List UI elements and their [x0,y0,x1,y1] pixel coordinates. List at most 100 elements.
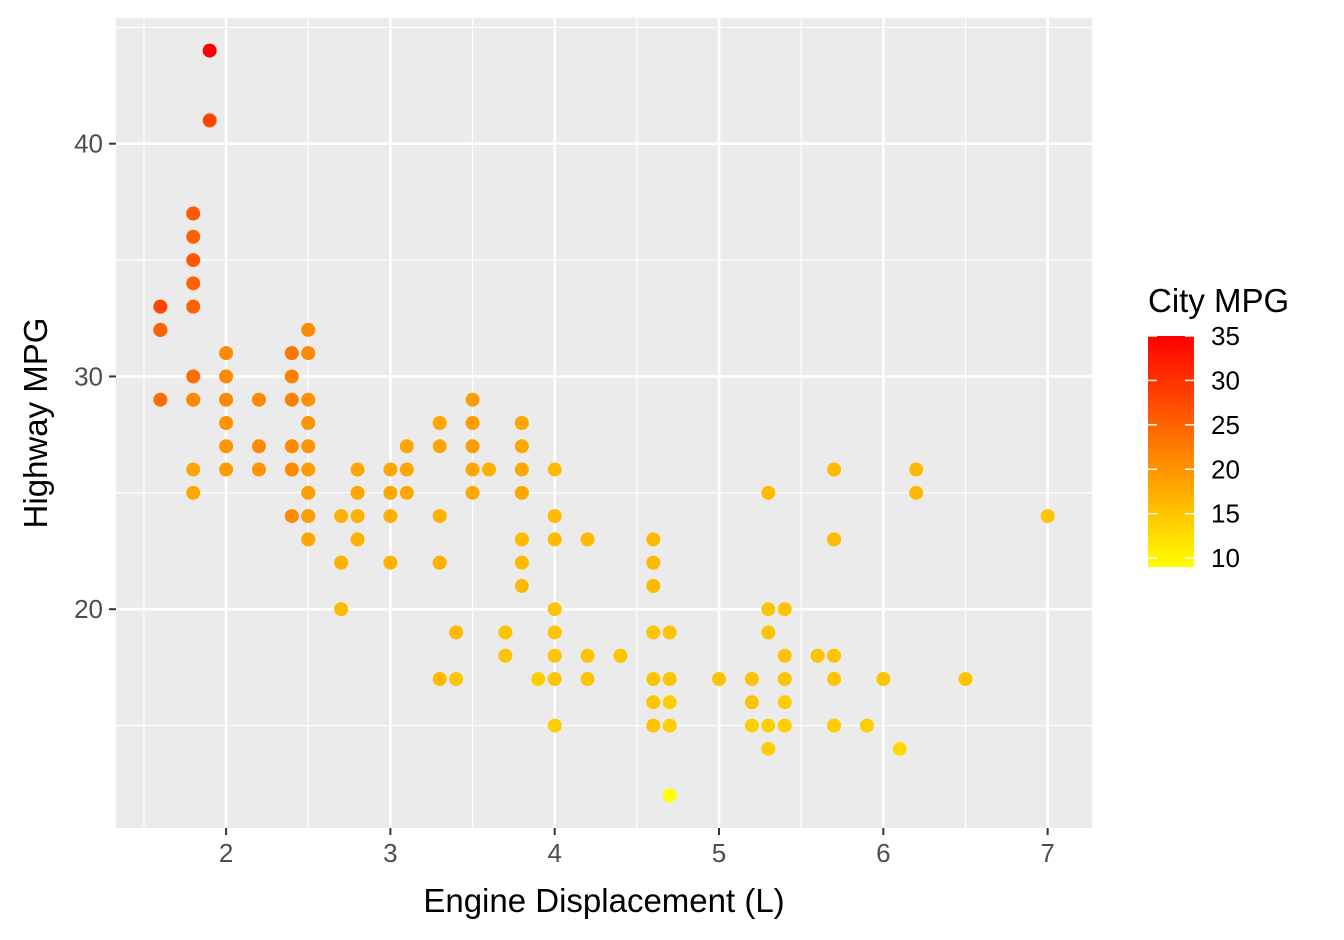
data-point [432,439,447,454]
data-point [646,555,661,570]
data-point [859,718,874,733]
data-point [662,625,677,640]
major-gridlines [116,18,1092,828]
colorbar-tick-label: 15 [1211,499,1240,529]
data-point [219,416,234,430]
data-point [827,672,842,687]
minor-gridlines [116,18,1092,828]
data-point [547,718,562,733]
data-point [777,648,792,663]
data-point [481,462,496,477]
data-point [465,416,480,430]
data-point [613,648,628,663]
data-point [777,695,792,710]
y-axis: 20 30 40 [74,129,116,624]
data-point [350,462,365,477]
data-point [827,462,842,477]
y-tick-label: 30 [74,361,103,391]
data-point [761,718,776,733]
data-point [186,485,201,500]
x-tick-label: 7 [1040,838,1054,868]
data-point [251,462,266,477]
data-point [514,578,529,593]
data-point [383,462,398,477]
data-point [580,672,595,687]
data-point [284,392,299,407]
data-point [514,439,529,454]
colorbar-tick-label: 25 [1211,410,1240,440]
data-point [761,485,776,500]
data-point [646,718,661,733]
colorbar-tick-label: 30 [1211,365,1240,395]
x-tick-label: 2 [219,838,233,868]
colorbar-tick-label: 35 [1211,321,1240,351]
data-point [744,718,759,733]
data-point [547,672,562,687]
data-point [186,206,201,221]
data-point [465,439,480,454]
data-point [334,509,349,524]
data-point [284,462,299,477]
data-point [301,439,316,454]
colorbar [1148,336,1194,567]
data-point [449,625,464,640]
data-point [219,462,234,477]
data-point [153,299,168,314]
data-point [547,532,562,547]
y-tick-label: 20 [74,594,103,624]
data-point [153,392,168,407]
data-point [186,276,201,291]
data-point [761,602,776,617]
colorbar-tick-label: 10 [1211,543,1240,573]
data-point [876,672,891,687]
data-point [301,392,316,407]
data-point [301,416,316,430]
data-point [547,625,562,640]
colorbar-tick-label: 20 [1211,454,1240,484]
data-point [712,672,727,687]
data-point [399,439,414,454]
data-point [810,648,825,663]
legend: City MPG 10 15 20 25 30 35 [1148,282,1289,573]
data-point [662,672,677,687]
data-point [498,625,513,640]
data-point [547,602,562,617]
data-point [334,555,349,570]
data-point [350,532,365,547]
data-point [580,532,595,547]
data-point [1040,509,1055,524]
x-tick-label: 6 [876,838,890,868]
data-point [465,392,480,407]
data-point [219,346,234,361]
data-point [827,648,842,663]
data-point [284,439,299,454]
data-point [399,485,414,500]
data-point [777,718,792,733]
data-point [301,346,316,361]
x-tick-label: 4 [547,838,561,868]
data-point [432,672,447,687]
data-point [777,602,792,617]
data-point [777,672,792,687]
plot-panel [116,18,1092,828]
data-point [284,369,299,384]
data-point [432,416,447,430]
data-point [219,369,234,384]
y-tick-label: 40 [74,129,103,159]
data-point [514,532,529,547]
data-point [662,695,677,710]
data-point [219,392,234,407]
data-point [465,462,480,477]
data-point [646,672,661,687]
data-point [301,532,316,547]
x-tick-label: 5 [712,838,726,868]
data-point [744,672,759,687]
data-point [350,485,365,500]
data-point [498,648,513,663]
data-point [383,485,398,500]
data-point [383,555,398,570]
data-point [186,229,201,244]
data-point [251,392,266,407]
data-point [301,485,316,500]
